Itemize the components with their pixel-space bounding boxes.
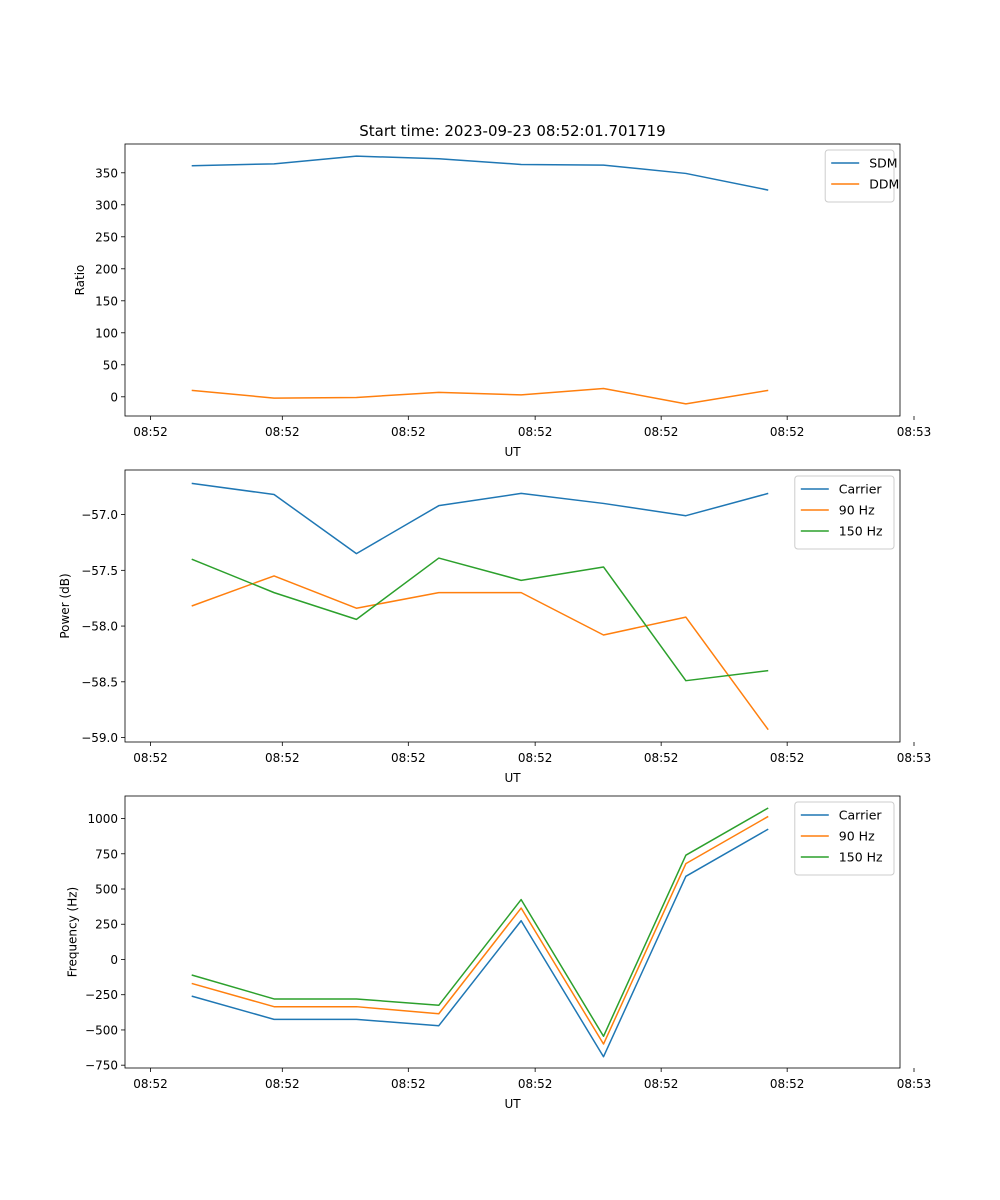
- y-tick-label: 300: [95, 198, 118, 212]
- x-tick-label: 08:52: [265, 425, 300, 439]
- x-tick-label: 08:52: [644, 1077, 679, 1091]
- x-tick-label: 08:52: [770, 751, 805, 765]
- y-tick-label: −57.0: [81, 508, 118, 522]
- series-line-150-hz: [191, 557, 769, 682]
- axes-frame: [124, 795, 901, 1069]
- y-tick-label: 0: [110, 390, 118, 404]
- legend: Carrier 90 Hz 150 Hz: [794, 801, 895, 876]
- x-tick-label: 08:53: [897, 1077, 932, 1091]
- legend-label: SDM: [869, 156, 897, 171]
- x-tick-label: 08:52: [265, 751, 300, 765]
- axes-frame: [124, 143, 901, 417]
- legend-label: 150 Hz: [839, 524, 883, 539]
- x-tick-label: 08:53: [897, 751, 932, 765]
- legend-label: DDM: [869, 177, 899, 192]
- legend: Carrier 90 Hz 150 Hz: [794, 475, 895, 550]
- x-tick-label: 08:52: [391, 751, 426, 765]
- x-tick-label: 08:53: [897, 425, 932, 439]
- y-axis-label: Ratio: [73, 265, 87, 296]
- x-tick-label: 08:52: [391, 425, 426, 439]
- x-tick-label: 08:52: [265, 1077, 300, 1091]
- chart-title: Start time: 2023-09-23 08:52:01.701719: [359, 122, 665, 140]
- y-tick-label: −57.5: [81, 564, 118, 578]
- x-tick-label: 08:52: [518, 425, 553, 439]
- subplot-1: 08:52 08:52 08:52 08:52 08:52 08:52 08:53 0 50 10…: [73, 143, 932, 459]
- axes-frame: [124, 469, 901, 743]
- subplot-2: 08:52 08:52 08:52 08:52 08:52 08:52 08:53 −57.0…: [58, 469, 932, 785]
- legend-label: 90 Hz: [839, 829, 875, 844]
- y-tick-label: 500: [95, 883, 118, 897]
- x-axis-label: UT: [504, 1097, 521, 1111]
- x-tick-label: 08:52: [644, 425, 679, 439]
- legend-label: 150 Hz: [839, 850, 883, 865]
- legend-label: Carrier: [839, 808, 883, 823]
- x-tick-label: 08:52: [133, 1077, 168, 1091]
- y-tick-label: 150: [95, 294, 118, 308]
- y-tick-label: −500: [85, 1023, 118, 1037]
- x-tick-label: 08:52: [518, 1077, 553, 1091]
- series-line-90-hz: [191, 815, 769, 1045]
- x-tick-label: 08:52: [133, 751, 168, 765]
- y-tick-label: 750: [95, 847, 118, 861]
- y-tick-label: 250: [95, 230, 118, 244]
- y-tick-label: 250: [95, 918, 118, 932]
- x-axis-label: UT: [504, 445, 521, 459]
- subplot-3: 08:52 08:52 08:52 08:52 08:52 08:52 08:53 −750 −…: [66, 795, 932, 1111]
- y-tick-label: −750: [85, 1059, 118, 1073]
- y-tick-label: −59.0: [81, 731, 118, 745]
- y-tick-label: 350: [95, 166, 118, 180]
- x-tick-label: 08:52: [391, 1077, 426, 1091]
- series-line-carrier: [191, 482, 769, 555]
- legend-label: 90 Hz: [839, 503, 875, 518]
- series-line-ddm: [191, 387, 769, 405]
- y-axis-label: Power (dB): [58, 573, 72, 638]
- y-tick-label: −250: [85, 988, 118, 1002]
- x-axis-label: UT: [504, 771, 521, 785]
- legend: SDM DDM: [824, 149, 899, 203]
- y-tick-label: −58.5: [81, 675, 118, 689]
- x-tick-label: 08:52: [518, 751, 553, 765]
- x-tick-label: 08:52: [644, 751, 679, 765]
- y-tick-label: 0: [110, 953, 118, 967]
- y-tick-label: −58.0: [81, 620, 118, 634]
- y-tick-label: 200: [95, 262, 118, 276]
- x-tick-label: 08:52: [133, 425, 168, 439]
- y-axis-label: Frequency (Hz): [66, 887, 80, 978]
- series-line-90-hz: [191, 575, 769, 731]
- series-line-sdm: [191, 155, 769, 191]
- series-line-150-hz: [191, 807, 769, 1038]
- legend-label: Carrier: [839, 482, 883, 497]
- y-tick-label: 50: [103, 358, 118, 372]
- series-line-carrier: [191, 828, 769, 1058]
- x-tick-label: 08:52: [770, 425, 805, 439]
- x-tick-label: 08:52: [770, 1077, 805, 1091]
- y-tick-label: 100: [95, 326, 118, 340]
- y-tick-label: 1000: [87, 812, 118, 826]
